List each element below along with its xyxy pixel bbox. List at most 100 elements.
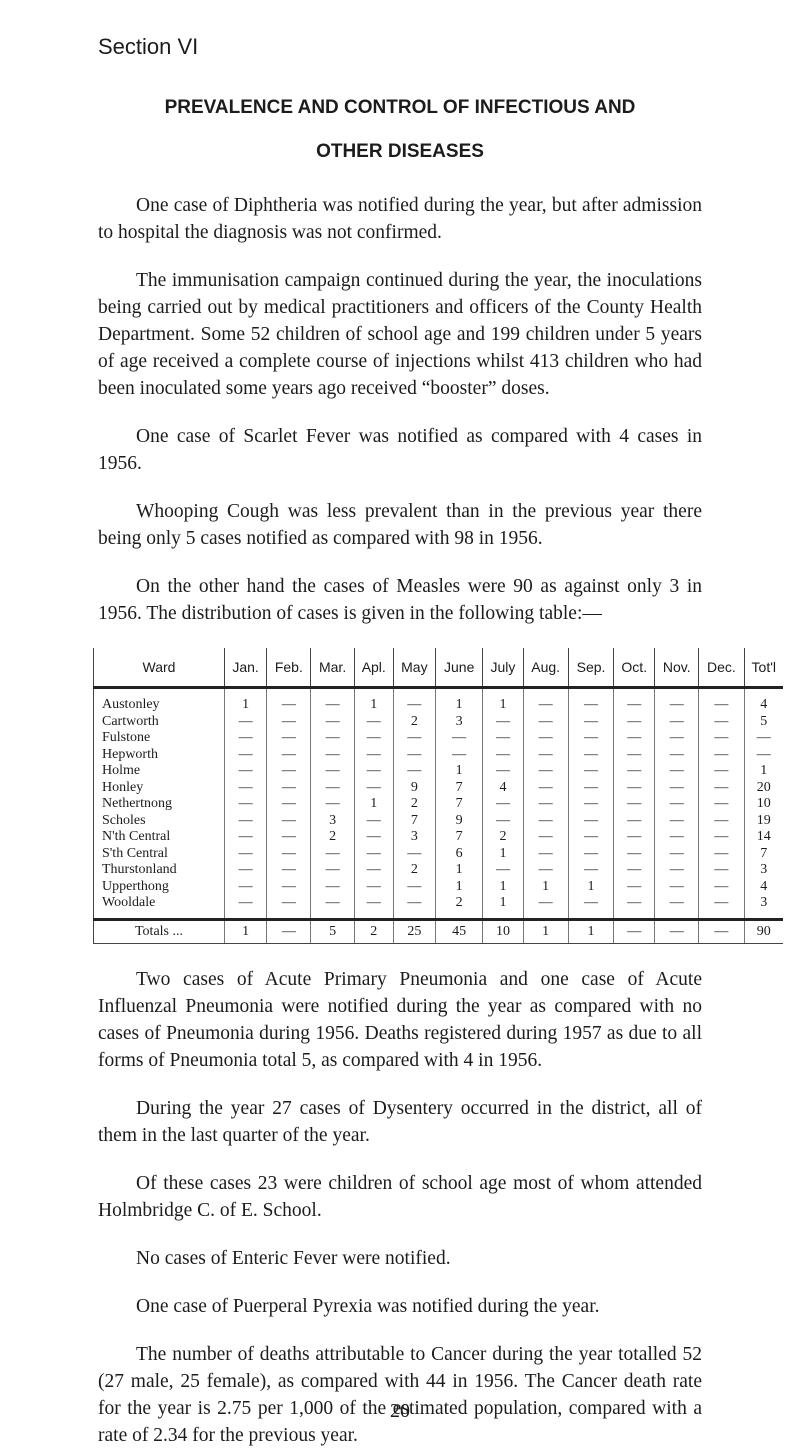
cell: — (522, 713, 569, 730)
cell: — (266, 779, 311, 796)
total-cell: 45 (434, 917, 483, 944)
cell: — (613, 713, 655, 730)
total-cell: 25 (392, 917, 436, 944)
ward-name: S'th Central (93, 845, 225, 862)
cell: — (434, 730, 483, 747)
column-header: Dec. (698, 648, 745, 689)
cell: — (522, 895, 569, 919)
title-line: OTHER DISEASES (316, 141, 484, 162)
cell: — (613, 845, 655, 862)
cell: — (613, 812, 655, 829)
cell: — (223, 779, 267, 796)
cell: — (482, 812, 523, 829)
cell: — (522, 779, 569, 796)
paragraph: No cases of Enteric Fever were notified. (136, 1247, 451, 1269)
cell: — (567, 845, 614, 862)
cell: — (567, 779, 614, 796)
ward-name: Upperthong (93, 878, 225, 895)
cell: — (266, 713, 311, 730)
total-cell: — (698, 917, 745, 944)
cell: — (392, 746, 436, 763)
cell: — (482, 730, 523, 747)
cell: — (223, 829, 267, 846)
cell: — (310, 895, 355, 919)
cell: 7 (434, 779, 483, 796)
cell: — (310, 862, 355, 879)
table-row: Thurstonland — — — —2 1— — — — — —3 (93, 862, 783, 879)
cell: — (482, 763, 523, 780)
cell: — (613, 895, 655, 919)
cell: — (567, 829, 614, 846)
cell: 3 (743, 895, 783, 919)
ward-name: Thurstonland (93, 862, 225, 879)
cell: 4 (482, 779, 523, 796)
cell: — (392, 845, 436, 862)
cell: — (698, 862, 745, 879)
cell: — (522, 687, 569, 714)
cell: — (567, 895, 614, 919)
cell: 1 (567, 878, 614, 895)
cell: — (522, 829, 569, 846)
cell: — (353, 779, 394, 796)
cell: — (392, 687, 436, 714)
cell: 1 (482, 878, 523, 895)
table-row: Wooldale — — — — —2 1— — — — —3 (93, 895, 783, 919)
cell: — (654, 746, 699, 763)
cell: — (223, 812, 267, 829)
cell: — (613, 796, 655, 813)
cell: — (266, 845, 311, 862)
total-cell: 1 (567, 917, 614, 944)
cell: — (567, 862, 614, 879)
cell: — (698, 763, 745, 780)
cell: 1 (434, 687, 483, 714)
cell: — (522, 862, 569, 879)
cell: — (310, 878, 355, 895)
cell: 1 (522, 878, 569, 895)
cell: — (567, 687, 614, 714)
cell: 4 (743, 687, 783, 714)
cell: 1 (743, 763, 783, 780)
table-row: Upperthong — — — — —1 1 1 1— — —4 (93, 878, 783, 895)
cell: — (353, 763, 394, 780)
header-row: Ward Jan. Feb. Mar. Apl. May June July Aug. Sep. O… (93, 648, 783, 689)
cell: — (654, 829, 699, 846)
cell: — (522, 730, 569, 747)
table-row: Austonley 1— —1—1 1— — — — —4 (93, 687, 783, 714)
cell: — (567, 730, 614, 747)
paragraph: One case of Diphtheria was notified duri… (98, 195, 702, 243)
cell: 6 (434, 845, 483, 862)
cell: 1 (223, 687, 267, 714)
cell: — (654, 687, 699, 714)
column-header: Mar. (310, 648, 355, 689)
cell: — (654, 713, 699, 730)
cell: — (266, 895, 311, 919)
cell: — (310, 730, 355, 747)
paragraph: One case of Scarlet Fever was notified a… (98, 426, 702, 474)
cell: — (353, 746, 394, 763)
column-header: Jan. (223, 648, 267, 689)
cell: 9 (392, 779, 436, 796)
cell: — (698, 687, 745, 714)
cell: — (567, 746, 614, 763)
column-header: June (434, 648, 483, 689)
paragraph: Two cases of Acute Primary Pneumonia and… (98, 968, 702, 1071)
paragraphs-before: One case of Diphtheria was notified duri… (98, 192, 702, 627)
title-line: PREVALENCE AND CONTROL OF INFECTIOUS AND (164, 97, 636, 118)
cell: 2 (392, 796, 436, 813)
total-cell: — (613, 917, 655, 944)
ward-name: Scholes (93, 812, 225, 829)
cell: 2 (392, 713, 436, 730)
paragraph: The immunisation campaign continued duri… (98, 270, 702, 399)
cell: — (223, 763, 267, 780)
ward-name: Holme (93, 763, 225, 780)
cell: 1 (434, 878, 483, 895)
table-row: Nethertnong — — —1 2 7— — — — — —10 (93, 796, 783, 813)
cell: — (353, 895, 394, 919)
cell: — (698, 746, 745, 763)
paragraph: On the other hand the cases of Measles w… (98, 576, 702, 624)
cell: — (266, 862, 311, 879)
total-cell: 1 (223, 917, 267, 944)
column-header: Nov. (654, 648, 699, 689)
cell: 3 (434, 713, 483, 730)
table-row: Cartworth — — — —2 3— — — — — —5 (93, 713, 783, 730)
